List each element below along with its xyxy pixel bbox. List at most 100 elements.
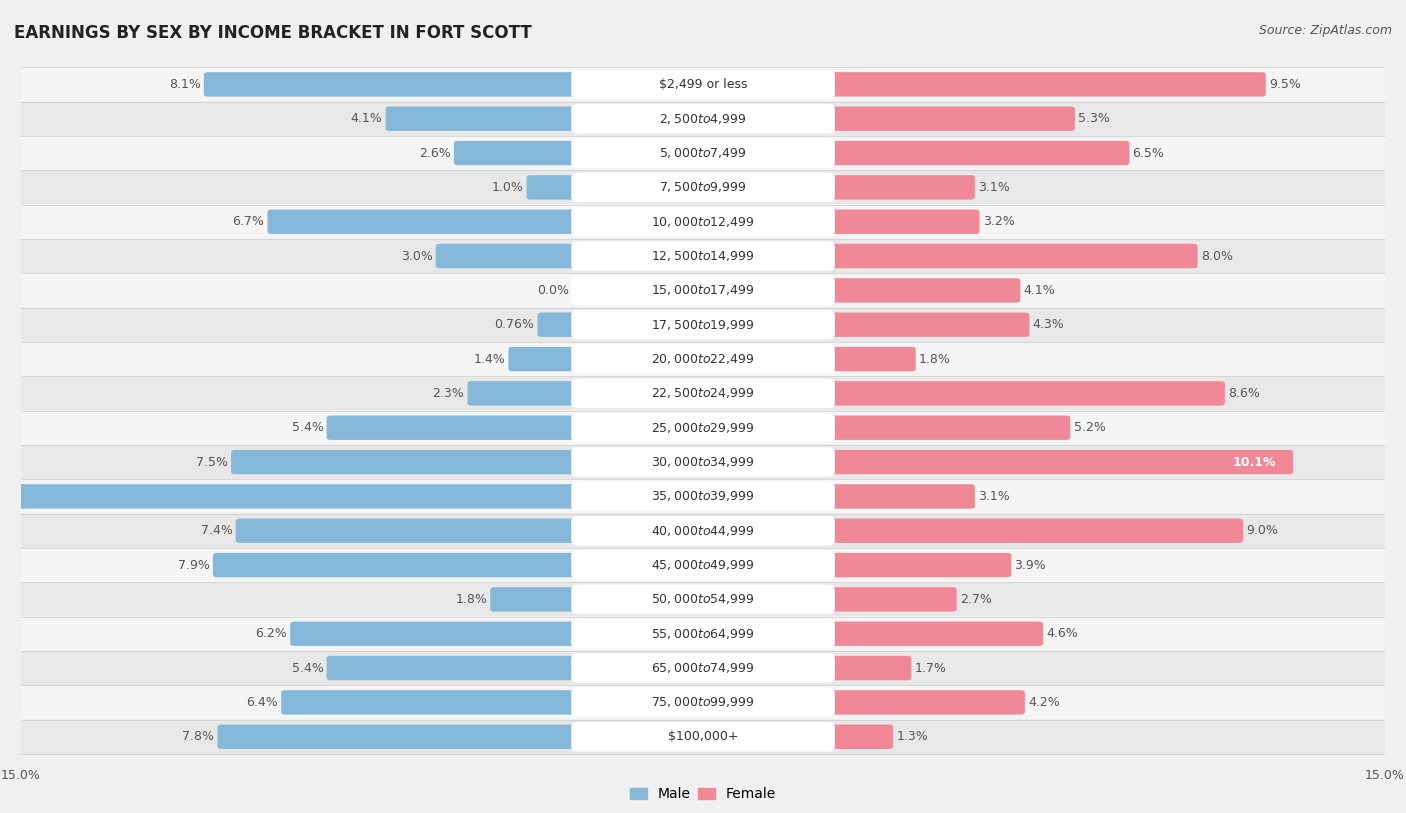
FancyBboxPatch shape [571, 104, 835, 133]
Text: 5.4%: 5.4% [291, 662, 323, 675]
Text: $15,000 to $17,499: $15,000 to $17,499 [651, 284, 755, 298]
FancyBboxPatch shape [571, 688, 835, 717]
FancyBboxPatch shape [267, 210, 579, 234]
FancyBboxPatch shape [21, 479, 1385, 514]
FancyBboxPatch shape [21, 514, 1385, 548]
FancyBboxPatch shape [21, 445, 1385, 479]
FancyBboxPatch shape [827, 381, 1225, 406]
FancyBboxPatch shape [21, 582, 1385, 616]
Text: 5.3%: 5.3% [1078, 112, 1109, 125]
Legend: Male, Female: Male, Female [624, 781, 782, 806]
FancyBboxPatch shape [571, 344, 835, 374]
Text: $100,000+: $100,000+ [668, 730, 738, 743]
Text: $25,000 to $29,999: $25,000 to $29,999 [651, 421, 755, 435]
Text: $5,000 to $7,499: $5,000 to $7,499 [659, 146, 747, 160]
FancyBboxPatch shape [571, 241, 835, 271]
FancyBboxPatch shape [21, 307, 1385, 342]
FancyBboxPatch shape [827, 485, 974, 509]
FancyBboxPatch shape [21, 205, 1385, 239]
Text: 8.0%: 8.0% [1201, 250, 1233, 263]
FancyBboxPatch shape [571, 276, 835, 305]
FancyBboxPatch shape [827, 210, 980, 234]
Text: 6.2%: 6.2% [256, 628, 287, 641]
Text: 3.1%: 3.1% [979, 490, 1010, 503]
FancyBboxPatch shape [537, 312, 579, 337]
Text: 4.1%: 4.1% [1024, 284, 1056, 297]
Text: 2.6%: 2.6% [419, 146, 451, 159]
FancyBboxPatch shape [21, 342, 1385, 376]
FancyBboxPatch shape [571, 379, 835, 408]
FancyBboxPatch shape [21, 376, 1385, 411]
FancyBboxPatch shape [236, 519, 579, 543]
FancyBboxPatch shape [491, 587, 579, 611]
Text: 0.76%: 0.76% [495, 318, 534, 331]
Text: 6.4%: 6.4% [246, 696, 278, 709]
Text: $17,500 to $19,999: $17,500 to $19,999 [651, 318, 755, 332]
FancyBboxPatch shape [827, 519, 1243, 543]
Text: $50,000 to $54,999: $50,000 to $54,999 [651, 593, 755, 606]
FancyBboxPatch shape [827, 587, 956, 611]
FancyBboxPatch shape [21, 102, 1385, 136]
FancyBboxPatch shape [509, 347, 579, 372]
Text: 9.5%: 9.5% [1270, 78, 1301, 91]
FancyBboxPatch shape [21, 685, 1385, 720]
FancyBboxPatch shape [571, 138, 835, 167]
FancyBboxPatch shape [571, 310, 835, 340]
Text: 5.2%: 5.2% [1074, 421, 1105, 434]
Text: Source: ZipAtlas.com: Source: ZipAtlas.com [1258, 24, 1392, 37]
Text: $45,000 to $49,999: $45,000 to $49,999 [651, 558, 755, 572]
Text: $20,000 to $22,499: $20,000 to $22,499 [651, 352, 755, 366]
Text: 1.8%: 1.8% [456, 593, 486, 606]
Text: 8.1%: 8.1% [169, 78, 201, 91]
Text: 1.7%: 1.7% [914, 662, 946, 675]
FancyBboxPatch shape [21, 273, 1385, 307]
FancyBboxPatch shape [827, 107, 1074, 131]
FancyBboxPatch shape [21, 136, 1385, 170]
FancyBboxPatch shape [218, 724, 579, 749]
FancyBboxPatch shape [527, 175, 579, 199]
FancyBboxPatch shape [290, 622, 579, 646]
FancyBboxPatch shape [827, 553, 1011, 577]
FancyBboxPatch shape [21, 411, 1385, 445]
Text: $2,500 to $4,999: $2,500 to $4,999 [659, 111, 747, 126]
Text: 3.1%: 3.1% [979, 180, 1010, 193]
Text: 3.2%: 3.2% [983, 215, 1014, 228]
FancyBboxPatch shape [21, 239, 1385, 273]
Text: $35,000 to $39,999: $35,000 to $39,999 [651, 489, 755, 503]
FancyBboxPatch shape [571, 207, 835, 237]
FancyBboxPatch shape [827, 141, 1129, 165]
FancyBboxPatch shape [827, 244, 1198, 268]
FancyBboxPatch shape [571, 722, 835, 751]
Text: 5.4%: 5.4% [291, 421, 323, 434]
Text: 4.6%: 4.6% [1046, 628, 1078, 641]
FancyBboxPatch shape [571, 585, 835, 614]
Text: 3.0%: 3.0% [401, 250, 433, 263]
FancyBboxPatch shape [21, 170, 1385, 205]
FancyBboxPatch shape [827, 72, 1265, 97]
FancyBboxPatch shape [468, 381, 579, 406]
FancyBboxPatch shape [385, 107, 579, 131]
Text: 6.7%: 6.7% [232, 215, 264, 228]
Text: 7.8%: 7.8% [183, 730, 214, 743]
FancyBboxPatch shape [571, 70, 835, 99]
Text: EARNINGS BY SEX BY INCOME BRACKET IN FORT SCOTT: EARNINGS BY SEX BY INCOME BRACKET IN FOR… [14, 24, 531, 42]
Text: 1.8%: 1.8% [920, 353, 950, 366]
Text: 1.4%: 1.4% [474, 353, 505, 366]
FancyBboxPatch shape [436, 244, 579, 268]
FancyBboxPatch shape [21, 651, 1385, 685]
Text: $40,000 to $44,999: $40,000 to $44,999 [651, 524, 755, 537]
Text: 4.2%: 4.2% [1028, 696, 1060, 709]
Text: 10.1%: 10.1% [1232, 455, 1275, 468]
Text: 1.0%: 1.0% [492, 180, 523, 193]
FancyBboxPatch shape [571, 550, 835, 580]
FancyBboxPatch shape [21, 548, 1385, 582]
Text: $65,000 to $74,999: $65,000 to $74,999 [651, 661, 755, 675]
Text: 2.7%: 2.7% [960, 593, 991, 606]
FancyBboxPatch shape [827, 656, 911, 680]
FancyBboxPatch shape [454, 141, 579, 165]
Text: $30,000 to $34,999: $30,000 to $34,999 [651, 455, 755, 469]
FancyBboxPatch shape [0, 485, 579, 509]
FancyBboxPatch shape [827, 175, 974, 199]
FancyBboxPatch shape [571, 172, 835, 202]
Text: $10,000 to $12,499: $10,000 to $12,499 [651, 215, 755, 228]
